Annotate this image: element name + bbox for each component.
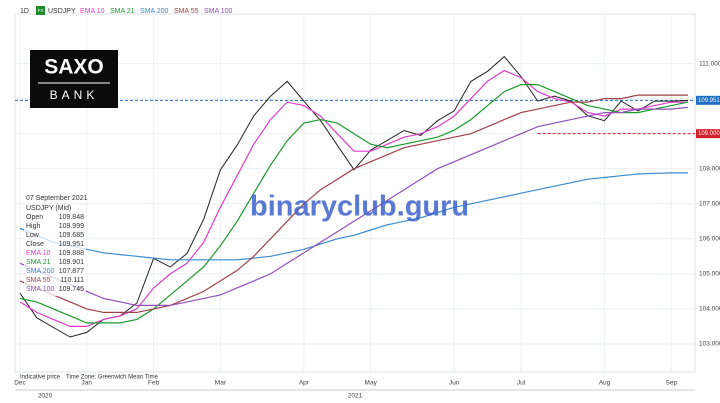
info-value: 107.877 — [59, 268, 84, 275]
legend-entry: SMA 100 — [204, 8, 233, 15]
info-value: 109.848 — [59, 214, 84, 221]
info-label: Close — [26, 241, 44, 248]
price-level-tag — [696, 95, 720, 105]
grid — [14, 13, 696, 373]
info-value: 109.745 — [59, 286, 84, 293]
logo: SAXO BANK — [30, 50, 118, 108]
price-level-label: 109.951 — [698, 98, 720, 104]
x-tick-label: Jan — [82, 380, 93, 387]
info-value: 109.888 — [59, 250, 84, 257]
logo-box — [30, 50, 118, 108]
info-label: SMA 100 — [26, 286, 55, 293]
x-tick-label: Feb — [148, 380, 160, 387]
plot-frame — [14, 13, 696, 373]
price-level-tag — [696, 129, 720, 139]
x-tick-label: Mar — [215, 380, 227, 387]
logo-top: SAXO — [44, 56, 104, 79]
year-label: 2021 — [348, 393, 363, 400]
info-value: 110.111 — [60, 277, 84, 284]
info-panel: 07 September 2021 USDJPY (Mid) Open 109.8… — [24, 195, 88, 296]
x-tick-label: Dec — [14, 380, 26, 387]
info-label: High — [26, 223, 41, 230]
badge-text: FX — [38, 8, 44, 13]
y-tick-label: 104.000 — [699, 306, 720, 313]
indicator-line — [19, 106, 689, 306]
y-tick-label: 108.000 — [699, 165, 720, 172]
legend-entry: SMA 55 — [174, 8, 199, 15]
indicator-line — [19, 84, 689, 324]
info-label: SMA 21 — [26, 259, 51, 266]
info-date: 07 September 2021 — [26, 195, 88, 202]
badge — [36, 6, 45, 15]
x-tick-label: Jul — [517, 380, 526, 387]
info-label: Low — [26, 232, 40, 239]
info-symbol: USDJPY (Mid) — [26, 205, 71, 212]
x-tick-label: Aug — [599, 380, 611, 387]
x-tick-label: Sep — [666, 380, 678, 387]
footer-note: Indicative price — [20, 375, 61, 381]
top-legend: 1D FX USDJPY EMA 10 SMA 21 SMA 200 SMA 55 SM… — [20, 6, 233, 15]
info-bg — [24, 212, 86, 296]
legend-entry: SMA 200 — [140, 8, 169, 15]
info-value: 109.951 — [59, 241, 84, 248]
legend-entry: EMA 10 — [80, 8, 105, 15]
indicator-line — [19, 172, 688, 261]
y-tick-label: 106.000 — [699, 236, 720, 243]
x-tick-label: May — [365, 380, 378, 387]
plot-area — [15, 55, 695, 338]
x-tick-label: Apr — [299, 380, 310, 387]
info-value: 109.999 — [59, 223, 84, 230]
price-level-label: 109.000 — [698, 131, 720, 137]
legend-entry: SMA 21 — [110, 8, 135, 15]
info-value: 109.901 — [59, 259, 84, 266]
watermark: binaryclub.guru — [250, 191, 469, 223]
info-label: SMA 200 — [26, 268, 55, 275]
year-label: 2020 — [38, 393, 53, 400]
footer-note: Time Zone: Greenwich Mean Time — [66, 375, 158, 381]
info-label: Open — [26, 214, 43, 221]
y-tick-label: 107.000 — [699, 200, 720, 207]
y-tick-label: 103.000 — [699, 341, 720, 348]
indicator-line — [19, 94, 688, 313]
indicator-line — [19, 69, 688, 327]
legend-title: USDJPY — [48, 8, 76, 15]
info-label: SMA 55 — [26, 277, 51, 284]
logo-bottom: BANK — [50, 88, 99, 102]
info-value: 109.685 — [59, 232, 84, 239]
info-label: EMA 10 — [26, 250, 51, 257]
interval: 1D — [20, 8, 29, 15]
x-tick-label: Jun — [449, 380, 460, 387]
y-tick-label: 111.000 — [699, 60, 720, 67]
y-tick-label: 105.000 — [699, 271, 720, 278]
